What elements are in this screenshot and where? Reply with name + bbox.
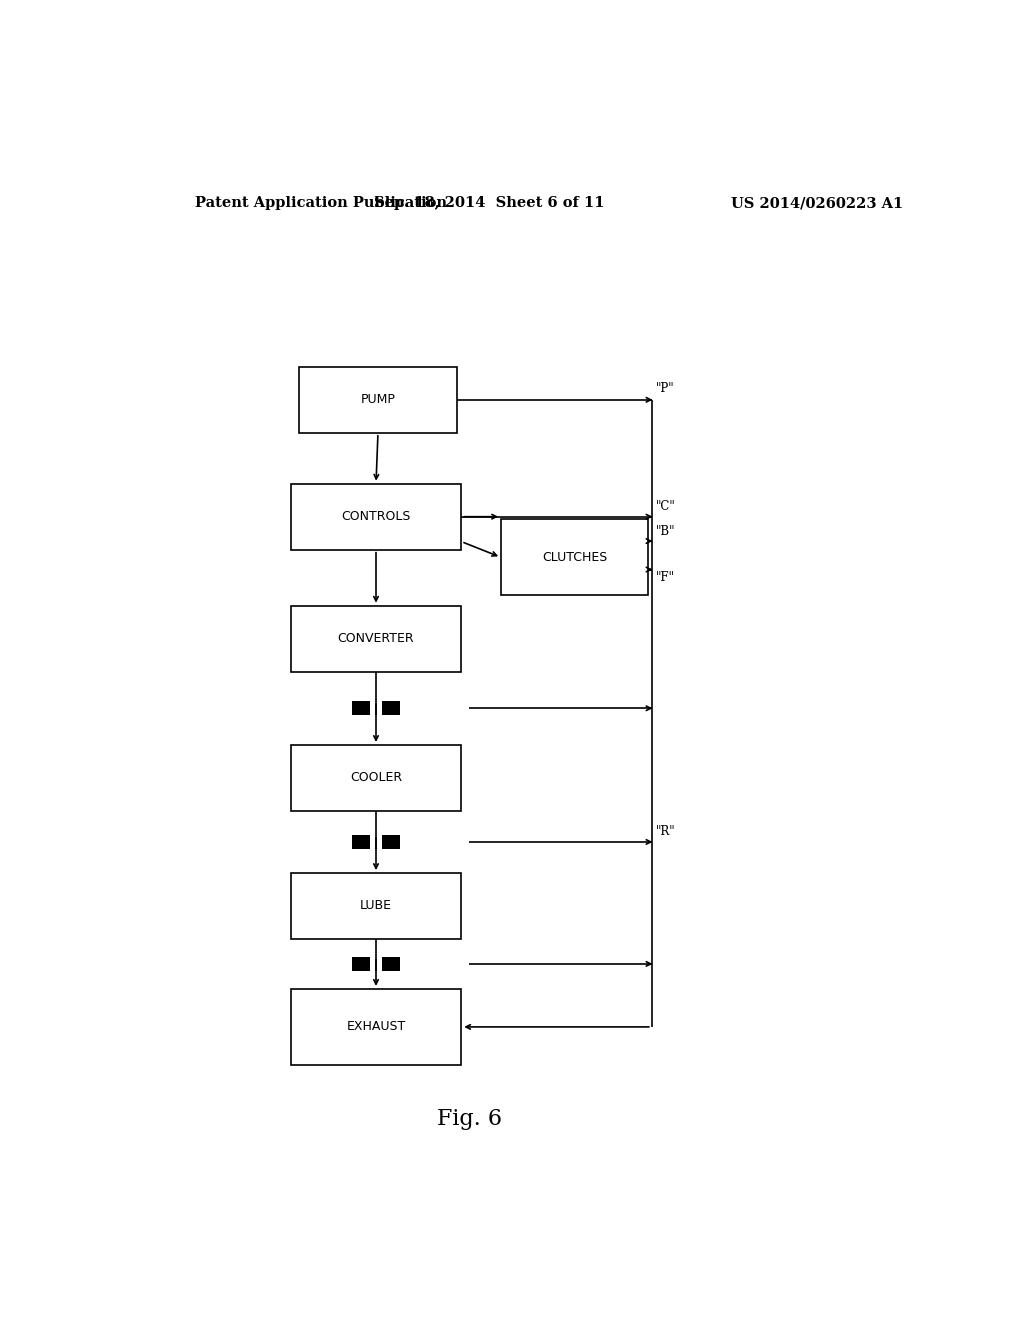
Bar bbox=[291, 873, 461, 939]
Bar bbox=[291, 483, 461, 549]
Text: "C": "C" bbox=[655, 499, 676, 512]
Bar bbox=[352, 957, 370, 972]
Text: "B": "B" bbox=[655, 525, 675, 539]
Text: Patent Application Publication: Patent Application Publication bbox=[196, 197, 447, 210]
Text: PUMP: PUMP bbox=[360, 393, 395, 407]
Bar bbox=[352, 701, 370, 715]
Text: CLUTCHES: CLUTCHES bbox=[542, 550, 607, 564]
Bar bbox=[382, 701, 399, 715]
Text: COOLER: COOLER bbox=[350, 771, 402, 784]
Text: "F": "F" bbox=[655, 570, 675, 583]
Bar bbox=[501, 519, 648, 595]
Text: CONVERTER: CONVERTER bbox=[338, 632, 415, 645]
Bar bbox=[382, 834, 399, 849]
Text: Sep. 18, 2014  Sheet 6 of 11: Sep. 18, 2014 Sheet 6 of 11 bbox=[374, 197, 604, 210]
Text: LUBE: LUBE bbox=[360, 899, 392, 912]
Bar bbox=[291, 744, 461, 810]
Bar bbox=[291, 989, 461, 1065]
Text: Fig. 6: Fig. 6 bbox=[437, 1107, 502, 1130]
Text: "P": "P" bbox=[655, 381, 675, 395]
Text: EXHAUST: EXHAUST bbox=[346, 1020, 406, 1034]
Bar bbox=[382, 957, 399, 972]
Text: CONTROLS: CONTROLS bbox=[341, 511, 411, 523]
Bar bbox=[299, 367, 458, 433]
Text: US 2014/0260223 A1: US 2014/0260223 A1 bbox=[731, 197, 903, 210]
Bar bbox=[291, 606, 461, 672]
Bar bbox=[352, 834, 370, 849]
Text: "R": "R" bbox=[655, 825, 676, 838]
